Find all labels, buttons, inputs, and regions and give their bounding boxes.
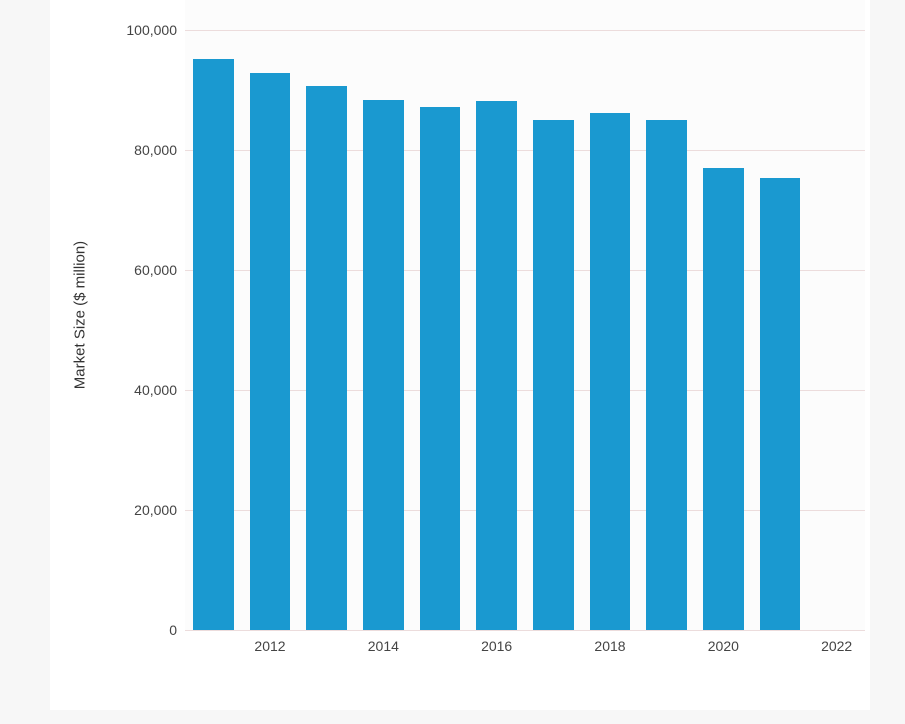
x-tick-label: 2016 — [481, 630, 512, 654]
bar — [646, 120, 687, 630]
x-tick-label: 2014 — [368, 630, 399, 654]
bar — [420, 107, 461, 630]
y-axis-label: Market Size ($ million) — [72, 241, 89, 389]
y-tick-label: 0 — [169, 622, 185, 638]
plot-area: 020,00040,00060,00080,000100,00020122014… — [185, 0, 865, 630]
grid-line — [185, 630, 865, 631]
bar — [533, 120, 574, 630]
chart-panel: 0 20,000 40,000 60,000 80,000 100,000 2012 2014… — [50, 0, 870, 710]
bar — [476, 101, 517, 630]
y-tick-label: 80,000 — [134, 142, 185, 158]
bar — [193, 59, 234, 630]
x-tick-label: 2022 — [821, 630, 852, 654]
bar — [306, 86, 347, 630]
x-tick-label: 2012 — [254, 630, 285, 654]
page-background: 0 20,000 40,000 60,000 80,000 100,000 2012 2014… — [0, 0, 905, 724]
x-tick-label: 2020 — [708, 630, 739, 654]
bar — [250, 73, 291, 630]
y-tick-label: 20,000 — [134, 502, 185, 518]
y-tick-label: 60,000 — [134, 262, 185, 278]
bar — [760, 178, 801, 630]
grid-line — [185, 30, 865, 31]
bar — [363, 100, 404, 630]
bar — [590, 113, 631, 630]
bar — [703, 168, 744, 630]
y-tick-label: 40,000 — [134, 382, 185, 398]
x-tick-label: 2018 — [594, 630, 625, 654]
y-tick-label: 100,000 — [126, 22, 185, 38]
